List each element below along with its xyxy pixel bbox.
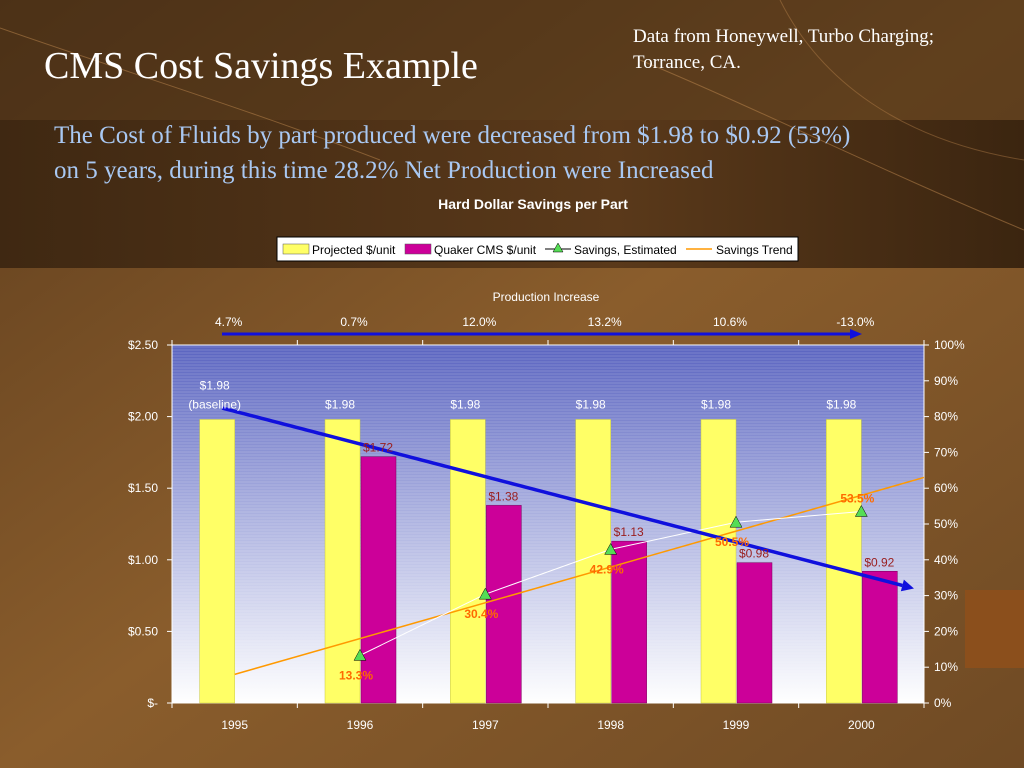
- legend-swatch-projected: [282, 243, 310, 255]
- y2-tick-label: 20%: [934, 624, 958, 638]
- y-tick-label: $1.00: [128, 553, 158, 567]
- legend-label-quaker: Quaker CMS $/unit: [434, 243, 537, 257]
- savings-marker: [729, 515, 743, 528]
- y-tick-label: $-: [147, 696, 158, 710]
- savings-label: 42.9%: [590, 562, 624, 576]
- x-tick-label: 1997: [472, 718, 499, 732]
- y2-tick-label: 10%: [934, 660, 958, 674]
- x-tick-label: 1995: [221, 718, 248, 732]
- y-tick-label: $2.00: [128, 410, 158, 424]
- y2-tick-label: 0%: [934, 696, 952, 710]
- production-increase-value: 4.7%: [215, 315, 243, 329]
- legend-label-projected: Projected $/unit: [312, 243, 396, 257]
- savings-label: 50.5%: [715, 535, 749, 549]
- production-increase-label: Production Increase: [493, 290, 600, 304]
- savings-label: 30.4%: [464, 607, 498, 621]
- quaker-bar: [611, 540, 647, 704]
- legend: Projected $/unit Quaker CMS $/unit Savin…: [276, 236, 799, 262]
- plot-hatching: [172, 346, 924, 702]
- projected-bar: [450, 419, 486, 704]
- subtitle-line-2: on 5 years, during this time 28.2% Net P…: [54, 157, 714, 184]
- y2-tick-label: 60%: [934, 481, 958, 495]
- quaker-bar: [360, 456, 397, 704]
- y2-tick-label: 40%: [934, 553, 958, 567]
- axes: $- $0.50 $1.00 $1.50 $2.00 $2.50 0% 10% 20% 30% 40…: [128, 338, 965, 732]
- projected-bar-label: $1.98: [200, 378, 230, 392]
- legend-label-trend: Savings Trend: [716, 243, 793, 257]
- source-line-2: Torrance, CA.: [633, 52, 741, 73]
- savings-marker: [854, 504, 868, 517]
- y2-tick-label: 50%: [934, 517, 958, 531]
- production-arrow-head: [850, 329, 862, 339]
- production-increase-value: 10.6%: [713, 315, 747, 329]
- quaker-bar: [736, 562, 773, 704]
- projected-bar: [826, 419, 862, 704]
- savings-marker: [353, 648, 367, 661]
- savings-marker: [478, 587, 492, 600]
- quaker-bar: [486, 505, 522, 704]
- projected-bar-note: (baseline): [188, 397, 241, 411]
- quaker-bar-label: $0.92: [864, 555, 894, 569]
- subtitle-line-1: The Cost of Fluids by part produced were…: [54, 122, 851, 149]
- quaker-bar-label: $1.13: [614, 525, 644, 539]
- slide-title: CMS Cost Savings Example: [44, 45, 478, 87]
- legend-marker-savings: [552, 242, 564, 253]
- production-increase-value: 0.7%: [340, 315, 368, 329]
- legend-label-savings: Savings, Estimated: [574, 243, 677, 257]
- y2-tick-label: 70%: [934, 445, 958, 459]
- quaker-bar-label: $1.72: [363, 441, 393, 455]
- x-tick-label: 2000: [848, 718, 875, 732]
- x-tick-label: 1996: [347, 718, 374, 732]
- cost-trend-arrow-head: [900, 579, 914, 592]
- y-tick-label: $2.50: [128, 338, 158, 352]
- quaker-bar-label: $1.38: [488, 489, 518, 503]
- savings-trend-line: [234, 476, 925, 676]
- y-tick-label: $0.50: [128, 624, 158, 638]
- production-increase-value: 12.0%: [462, 315, 496, 329]
- y-tick-label: $1.50: [128, 481, 158, 495]
- savings-marker: [604, 542, 618, 555]
- projected-bar: [199, 419, 235, 704]
- quaker-bar: [862, 571, 898, 704]
- savings-label: 53.5%: [840, 491, 874, 505]
- production-increase-value: -13.0%: [836, 315, 874, 329]
- source-line-1: Data from Honeywell, Turbo Charging;: [633, 26, 934, 47]
- legend-box: [276, 236, 799, 262]
- production-increase-value: 13.2%: [588, 315, 622, 329]
- projected-bar: [575, 419, 611, 704]
- chart-title: Hard Dollar Savings per Part: [438, 196, 628, 212]
- x-tick-label: 1998: [597, 718, 624, 732]
- projected-bar-label: $1.98: [826, 397, 856, 411]
- savings-label: 13.3%: [339, 668, 373, 682]
- data-labels: $1.98 (baseline) $1.98 $1.98 $1.98 $1.98 $1.98…: [188, 378, 894, 682]
- lines: [221, 406, 925, 676]
- projected-bar-label: $1.98: [701, 397, 731, 411]
- bars: [199, 419, 898, 704]
- projected-bar-label: $1.98: [576, 397, 606, 411]
- quaker-bar-label: $0.98: [739, 547, 769, 561]
- cost-trend-arrow-line: [221, 406, 903, 588]
- legend-swatch-quaker: [404, 243, 432, 255]
- y2-tick-label: 90%: [934, 374, 958, 388]
- projected-bar-label: $1.98: [325, 397, 355, 411]
- projected-bar: [324, 419, 361, 704]
- x-tick-label: 1999: [723, 718, 750, 732]
- source-note: Data from Honeywell, Turbo Charging; Tor…: [633, 24, 1013, 76]
- y2-tick-label: 100%: [934, 338, 965, 352]
- projected-bar: [700, 419, 737, 704]
- projected-bar-label: $1.98: [450, 397, 480, 411]
- y2-tick-label: 80%: [934, 410, 958, 424]
- production-increase-values: 4.7% 0.7% 12.0% 13.2% 10.6% -13.0%: [215, 315, 875, 329]
- y2-tick-label: 30%: [934, 589, 958, 603]
- plot-area: [172, 345, 924, 703]
- slide-subtitle: The Cost of Fluids by part produced were…: [54, 118, 994, 188]
- decorative-block: [965, 590, 1024, 668]
